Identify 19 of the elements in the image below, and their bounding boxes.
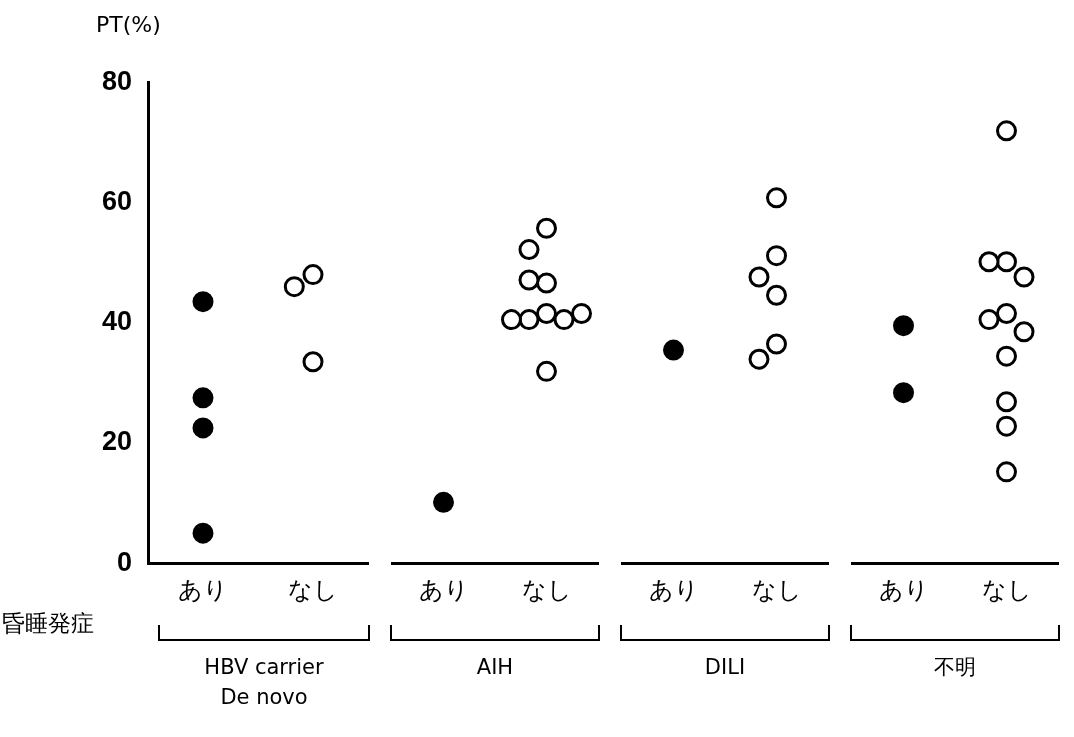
y-tick-label: 60 (101, 185, 132, 216)
x-tick-label: あり (178, 575, 228, 604)
x-tick-label: なし (521, 575, 572, 604)
x-axis-title: 不明 (933, 654, 977, 681)
x-axis-title: DILI (703, 654, 747, 681)
x-tick-label: なし (751, 575, 802, 604)
y-tick-label: 20 (101, 426, 132, 457)
x-tick-label: なし (288, 575, 338, 604)
y-tick-label: 40 (101, 306, 132, 337)
x-axis-title: HBV carrier De novo (203, 654, 325, 711)
text: 昏睡発症 (2, 609, 94, 638)
x-tick-label: あり (648, 575, 699, 604)
y-tick-label: 0 (116, 546, 132, 577)
x-tick-label: あり (878, 575, 929, 604)
x-axis-title: AIH (475, 654, 515, 681)
x-tick-label: なし (981, 575, 1032, 604)
x-tick-label: あり (418, 575, 469, 604)
y-tick-label: 80 (101, 65, 132, 96)
y-axis-title: PT(%) (96, 12, 161, 37)
